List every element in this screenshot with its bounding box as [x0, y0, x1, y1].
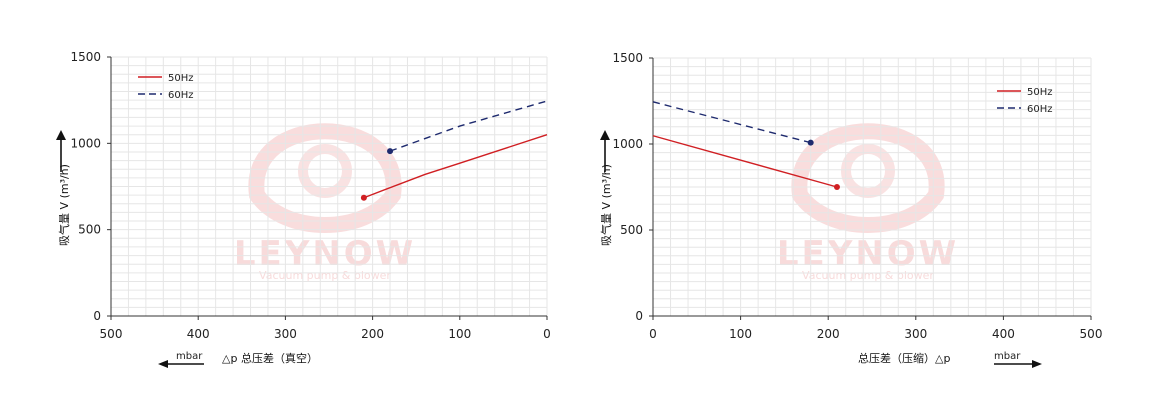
x-tick-label: 500 [100, 327, 123, 341]
axes-right [652, 58, 1091, 317]
x-axis-title-right: 总压差（压缩）△p [858, 351, 950, 365]
y-axis-title-left: 吸气量 V (m³/h) [57, 164, 71, 246]
series-line-60hz [389, 100, 548, 152]
x-tick-label: 0 [543, 327, 551, 341]
axes-left [110, 57, 547, 317]
series-endpoint-60hz [387, 148, 394, 155]
x-tick-label: 300 [904, 327, 927, 341]
logo-swirl-icon [248, 123, 402, 233]
watermark-tagline: Vacuum pump & blower [259, 269, 391, 282]
series-line-50hz [652, 135, 838, 188]
series-endpoint-50hz [833, 184, 840, 190]
series-right [652, 101, 840, 190]
x-unit-label-right: mbar [994, 351, 1021, 362]
legend-label-60hz: 60Hz [168, 90, 194, 101]
tick-labels-right: 0 100 200 300 400 500 0 500 1000 1500 [612, 51, 1102, 341]
y-axis-arrow-right [600, 130, 610, 172]
x-unit-arrow-left [158, 360, 204, 368]
x-axis-title-left: △p 总压差（真空） [222, 351, 318, 365]
legend-label-50hz: 50Hz [168, 73, 194, 84]
x-tick-label: 200 [361, 327, 384, 341]
legend-left: 50Hz 60Hz [138, 73, 194, 101]
grid-right [652, 57, 1092, 317]
series-endpoint-50hz [360, 194, 367, 201]
series-endpoint-60hz [807, 139, 814, 146]
series-line-50hz [363, 134, 548, 199]
series-line-60hz [652, 101, 811, 144]
watermark-brand: LEYNOW [777, 234, 959, 274]
y-tick-label: 1000 [612, 137, 643, 151]
y-tick-label: 500 [78, 223, 101, 237]
logo-swirl-icon [791, 123, 945, 233]
y-axis-title-right: 吸气量 V (m³/h) [599, 164, 613, 246]
x-tick-label: 100 [448, 327, 471, 341]
x-tick-label: 400 [187, 327, 210, 341]
x-unit-label-left: mbar [176, 351, 203, 362]
y-tick-label: 500 [620, 223, 643, 237]
x-tick-label: 200 [817, 327, 840, 341]
y-tick-label: 1500 [612, 51, 643, 65]
x-unit-arrow-right [994, 360, 1042, 368]
y-tick-label: 1000 [70, 136, 101, 150]
x-tick-label: 300 [274, 327, 297, 341]
y-tick-label: 1500 [70, 50, 101, 64]
x-tick-label: 0 [649, 327, 657, 341]
series-left [360, 100, 548, 201]
legend-right: 50Hz 60Hz [997, 87, 1053, 115]
x-tick-label: 400 [992, 327, 1015, 341]
grid-left [110, 56, 548, 317]
x-tick-label: 100 [729, 327, 752, 341]
legend-label-50hz: 50Hz [1027, 87, 1053, 98]
x-tick-label: 500 [1080, 327, 1103, 341]
watermark-brand: LEYNOW [234, 234, 416, 274]
y-tick-label: 0 [93, 309, 101, 323]
watermark-tagline: Vacuum pump & blower [802, 269, 934, 282]
legend-label-60hz: 60Hz [1027, 104, 1053, 115]
y-tick-label: 0 [635, 309, 643, 323]
y-axis-arrow-left [56, 130, 66, 172]
logo-core-icon [841, 144, 895, 198]
